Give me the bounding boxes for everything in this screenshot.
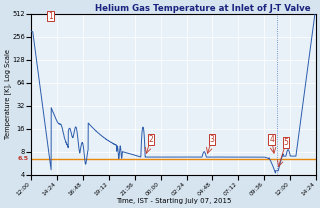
Text: 2: 2 bbox=[148, 135, 153, 144]
Text: 5: 5 bbox=[284, 138, 288, 147]
Y-axis label: Temperature [K], Log Scale: Temperature [K], Log Scale bbox=[4, 49, 11, 139]
X-axis label: Time, IST - Starting July 07, 2015: Time, IST - Starting July 07, 2015 bbox=[116, 198, 231, 204]
Text: 6.5: 6.5 bbox=[17, 156, 28, 161]
Text: 3: 3 bbox=[210, 135, 214, 144]
Text: 1: 1 bbox=[48, 12, 53, 21]
Text: 4: 4 bbox=[269, 135, 274, 144]
Text: Helium Gas Temperature at Inlet of J-T Valve: Helium Gas Temperature at Inlet of J-T V… bbox=[94, 4, 310, 13]
